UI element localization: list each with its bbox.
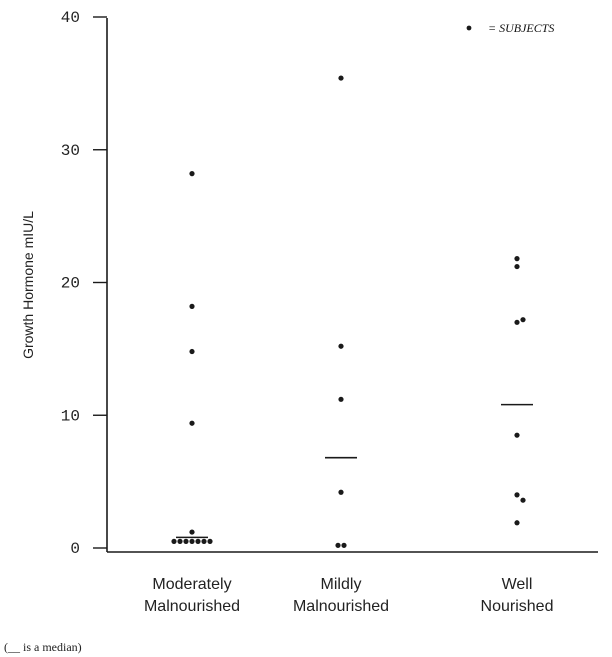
- data-point: [189, 303, 195, 309]
- category-label-line1: Well: [502, 576, 533, 593]
- data-point: [514, 432, 520, 438]
- data-point: [338, 396, 344, 402]
- category-label-line1: Mildly: [321, 576, 362, 593]
- category-label-line2: Nourished: [481, 598, 554, 615]
- data-point: [335, 542, 341, 548]
- data-point: [338, 489, 344, 495]
- data-point: [338, 343, 344, 349]
- category-label-line1: Moderately: [152, 576, 231, 593]
- data-point: [177, 538, 183, 544]
- legend-text: = SUBJECTS: [488, 21, 554, 35]
- y-tick-label: 30: [61, 142, 80, 160]
- data-point: [514, 263, 520, 270]
- y-tick-label: 20: [61, 275, 80, 293]
- data-point: [514, 520, 520, 526]
- y-ticks: 0 10 20 30 40: [61, 9, 107, 558]
- data-point: [514, 256, 520, 262]
- y-axis-label: Growth Hormone mIU/L: [20, 211, 36, 359]
- data-point: [189, 538, 195, 544]
- y-tick-label: 40: [61, 9, 80, 27]
- y-tick-label: 0: [70, 540, 80, 558]
- data-point: [171, 538, 177, 544]
- category-labels: Moderately Malnourished Mildly Malnourished…: [144, 576, 554, 615]
- data-point: [514, 319, 520, 325]
- data-point: [195, 538, 201, 544]
- data-point: [341, 542, 347, 548]
- data-point: [189, 420, 195, 426]
- y-tick-label: 10: [61, 407, 80, 425]
- data-point: [201, 538, 207, 544]
- category-label-line2: Malnourished: [293, 598, 389, 615]
- data-point: [514, 492, 520, 498]
- data-point: [520, 497, 526, 503]
- data-point: [183, 538, 189, 544]
- category-label-line2: Malnourished: [144, 598, 240, 615]
- median-footnote: (__ is a median): [4, 640, 82, 654]
- legend: = SUBJECTS: [466, 21, 554, 35]
- data-point: [207, 538, 213, 544]
- legend-marker: [466, 25, 472, 31]
- data-point: [189, 171, 195, 177]
- data-point: [520, 317, 526, 323]
- data-points: [171, 75, 526, 548]
- data-point: [338, 75, 344, 81]
- data-point: [189, 348, 195, 355]
- median-lines: [176, 403, 533, 539]
- data-point: [189, 529, 195, 535]
